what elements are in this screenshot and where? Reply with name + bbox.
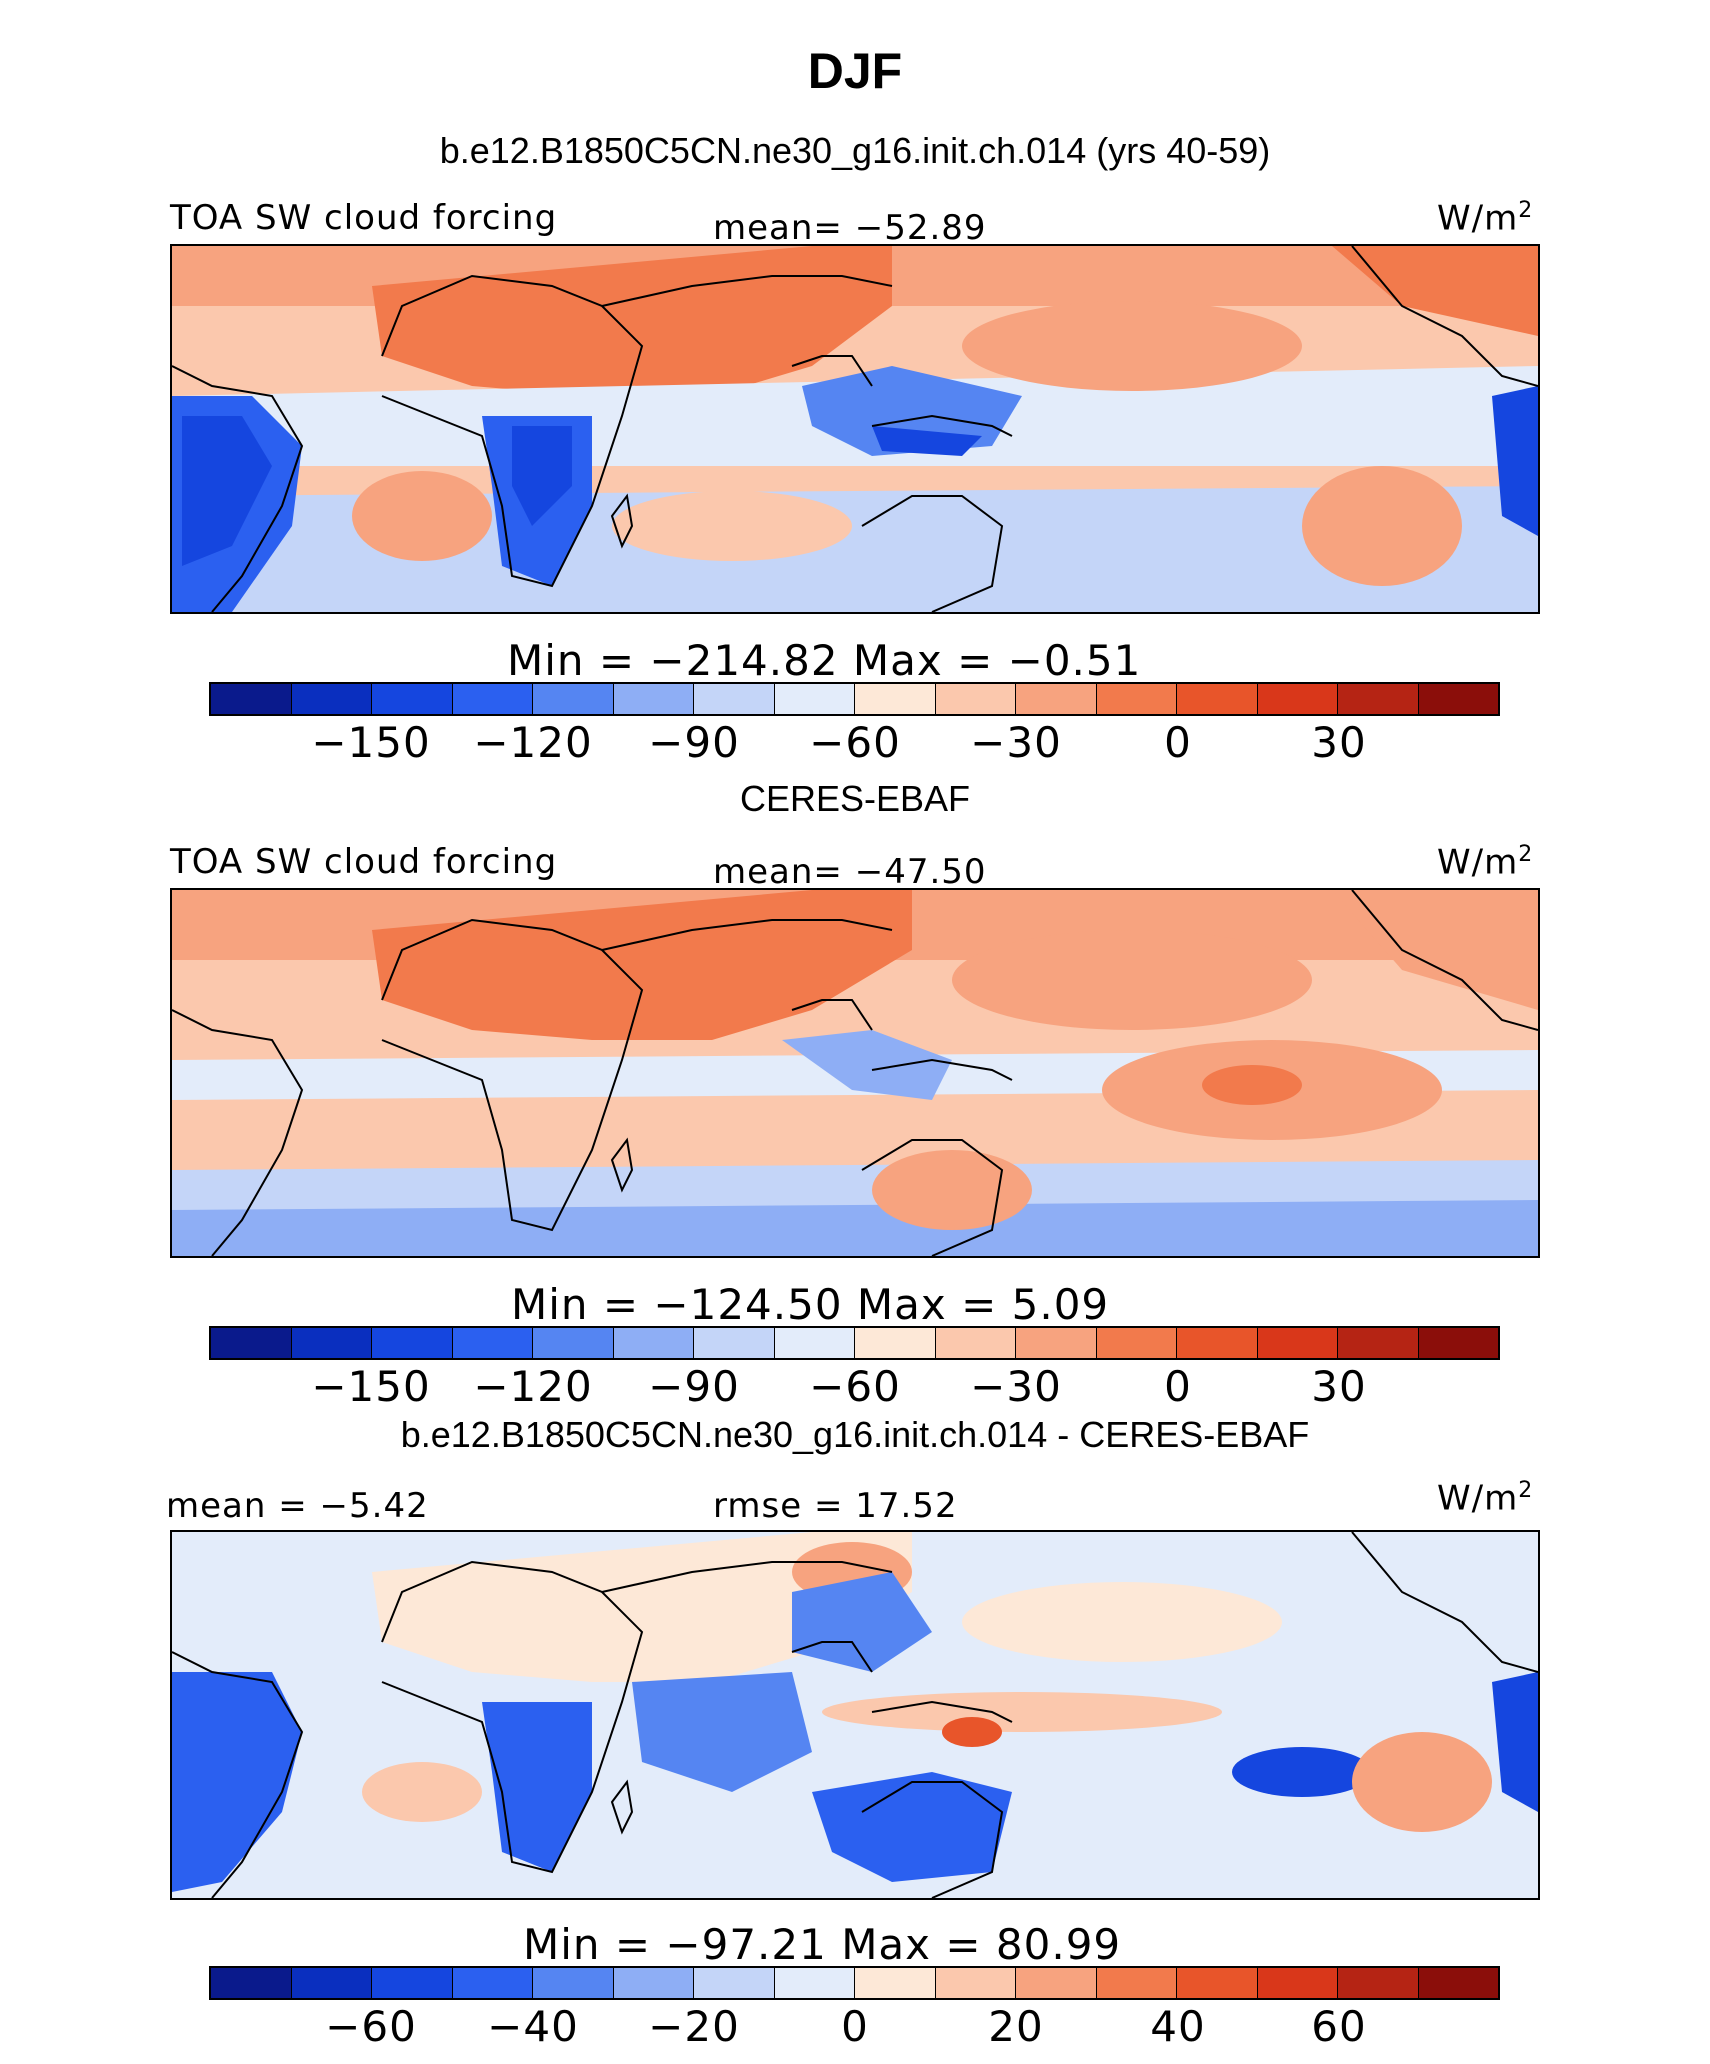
panel-2-map [170,888,1540,1258]
colorbar-swatch [774,684,855,714]
colorbar-swatch [211,684,292,714]
colorbar-swatch [1418,684,1498,714]
panel-3-units: W/m2 [1437,1478,1534,1519]
panel-3-title: b.e12.B1850C5CN.ne30_g16.init.ch.014 - C… [400,1414,1310,1455]
colorbar-tick-label: −30 [970,718,1062,767]
colorbar-swatch [1177,1328,1258,1358]
panel-1-colorbar-ticks: −150 −120 −90 −60 −30 0 30 [0,718,1710,768]
panel-3-map [170,1530,1540,1900]
colorbar-swatch [1257,1968,1338,1998]
colorbar-swatch [1177,1968,1258,1998]
colorbar-swatch [372,1968,453,1998]
colorbar-swatch [935,684,1016,714]
figure-title: DJF [807,43,903,99]
colorbar-swatch [452,1328,533,1358]
colorbar-swatch [211,1328,292,1358]
panel-3-mean-label: mean = −5.42 [166,1486,429,1526]
colorbar-swatch [1096,1328,1177,1358]
panel-1-map [170,244,1540,614]
colorbar-swatch [935,1968,1016,1998]
colorbar-swatch [533,1328,614,1358]
colorbar-tick-label: −40 [487,2002,579,2051]
colorbar-tick-label: −120 [473,718,593,767]
colorbar-tick-label: −30 [970,1362,1062,1411]
colorbar-swatch [1418,1968,1498,1998]
colorbar-swatch [694,1968,775,1998]
panel-2-colorbar [209,1326,1500,1360]
colorbar-swatch [1257,684,1338,714]
panel-1-title: b.e12.B1850C5CN.ne30_g16.init.ch.014 (yr… [439,130,1271,171]
colorbar-swatch [855,1328,936,1358]
colorbar-tick-label: −60 [809,718,901,767]
panel-1-mean-label: mean= −52.89 [713,208,987,248]
colorbar-swatch [1177,684,1258,714]
panel-3-min-max: Min = −97.21 Max = 80.99 [523,1920,1122,1969]
colorbar-tick-label: 30 [1311,1362,1367,1411]
panel-2-colorbar-ticks: −150 −120 −90 −60 −30 0 30 [0,1362,1710,1412]
colorbar-swatch [1096,1968,1177,1998]
colorbar-tick-label: −150 [311,1362,431,1411]
colorbar-swatch [1257,1328,1338,1358]
panel-1-variable-label: TOA SW cloud forcing [170,198,558,238]
colorbar-swatch [1016,1968,1097,1998]
colorbar-swatch [291,1328,372,1358]
panel-1-units: W/m2 [1437,198,1534,239]
colorbar-swatch [533,684,614,714]
colorbar-tick-label: −90 [648,1362,740,1411]
colorbar-tick-label: −60 [809,1362,901,1411]
colorbar-tick-label: 0 [841,2002,869,2051]
colorbar-swatch [372,684,453,714]
colorbar-tick-label: 30 [1311,718,1367,767]
colorbar-tick-label: 60 [1311,2002,1367,2051]
colorbar-swatch [1418,1328,1498,1358]
colorbar-tick-label: 0 [1164,718,1192,767]
panel-2-variable-label: TOA SW cloud forcing [170,842,558,882]
colorbar-swatch [211,1968,292,1998]
colorbar-swatch [613,684,694,714]
colorbar-swatch [694,684,775,714]
colorbar-swatch [935,1328,1016,1358]
colorbar-tick-label: 0 [1164,1362,1192,1411]
panel-1-min-max: Min = −214.82 Max = −0.51 [507,636,1142,685]
panel-3-rmse-label: rmse = 17.52 [713,1486,958,1526]
colorbar-swatch [774,1968,855,1998]
panel-2-title: CERES-EBAF [739,778,971,819]
colorbar-swatch [1016,1328,1097,1358]
panel-2-mean-label: mean= −47.50 [713,852,987,892]
colorbar-tick-label: −60 [325,2002,417,2051]
colorbar-tick-label: −90 [648,718,740,767]
colorbar-swatch [291,1968,372,1998]
panel-3-colorbar [209,1966,1500,2000]
colorbar-swatch [855,1968,936,1998]
colorbar-swatch [452,684,533,714]
colorbar-tick-label: 20 [988,2002,1044,2051]
panel-2-units: W/m2 [1437,842,1534,883]
colorbar-swatch [613,1328,694,1358]
colorbar-tick-label: −120 [473,1362,593,1411]
colorbar-swatch [694,1328,775,1358]
colorbar-swatch [533,1968,614,1998]
colorbar-swatch [1016,684,1097,714]
colorbar-swatch [452,1968,533,1998]
colorbar-swatch [855,684,936,714]
colorbar-swatch [1338,1328,1419,1358]
colorbar-swatch [372,1328,453,1358]
colorbar-tick-label: −20 [648,2002,740,2051]
colorbar-tick-label: 40 [1150,2002,1206,2051]
colorbar-swatch [613,1968,694,1998]
colorbar-tick-label: −150 [311,718,431,767]
panel-2-min-max: Min = −124.50 Max = 5.09 [511,1280,1110,1329]
colorbar-swatch [1338,684,1419,714]
colorbar-swatch [1338,1968,1419,1998]
panel-1-colorbar [209,682,1500,716]
colorbar-swatch [774,1328,855,1358]
panel-3-colorbar-ticks: −60 −40 −20 0 20 40 60 [0,2002,1710,2052]
colorbar-swatch [1096,684,1177,714]
colorbar-swatch [291,684,372,714]
